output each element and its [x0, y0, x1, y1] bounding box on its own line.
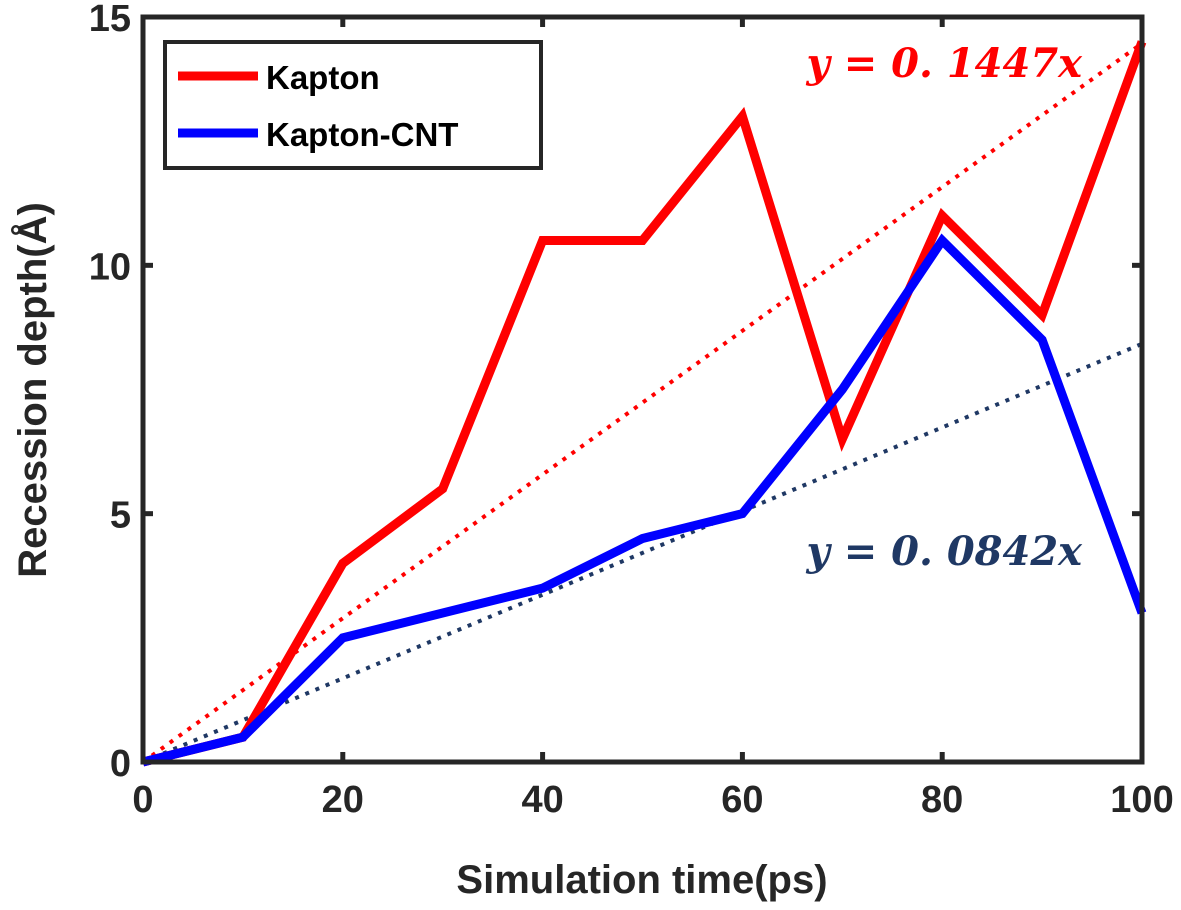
y-tick-label: 5	[110, 495, 131, 537]
legend-label-kapton: Kapton	[266, 59, 380, 96]
y-axis-label: Recession depth(Å)	[10, 202, 55, 578]
x-tick-label: 80	[921, 779, 963, 821]
fit-line-0	[141, 41, 1144, 764]
axis-ticks: 0 20 40 60 80 100 0 5 10 15	[89, 0, 1174, 821]
x-tick-label: 60	[721, 779, 763, 821]
x-tick-label: 20	[322, 779, 364, 821]
plot-frame	[140, 14, 1145, 765]
legend-label-kapton-cnt: Kapton-CNT	[266, 116, 458, 153]
x-tick-label: 0	[132, 779, 153, 821]
fit-lines	[141, 41, 1144, 764]
x-tick-label: 100	[1110, 779, 1173, 821]
x-tick-label: 40	[521, 779, 563, 821]
fit-line-1	[142, 341, 1143, 764]
y-tick-label: 10	[89, 246, 131, 288]
kapton-fit-equation: y = 0. 1447x	[806, 40, 1084, 87]
y-tick-label: 15	[89, 0, 131, 40]
legend-box	[163, 40, 543, 170]
y-tick-label: 0	[110, 743, 131, 785]
x-axis-label: Simulation time(ps)	[456, 858, 827, 902]
series-line-kapton-cnt	[141, 233, 1147, 767]
kapton-cnt-fit-equation: y = 0. 0842x	[806, 528, 1084, 575]
legend: Kapton Kapton-CNT	[163, 40, 543, 170]
